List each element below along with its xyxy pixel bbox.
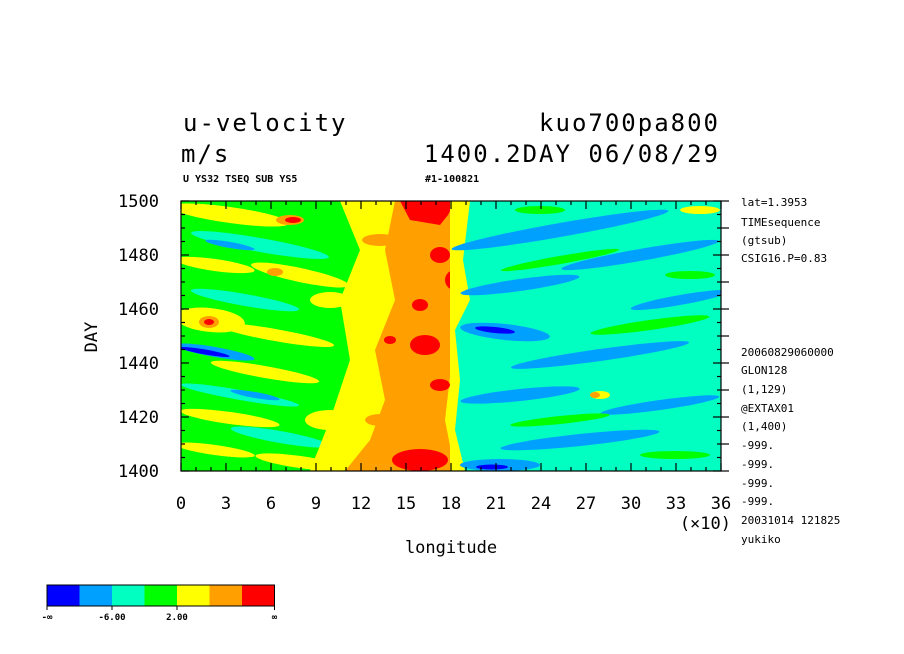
x-tick-label: 21 <box>486 494 506 514</box>
unit-label: m/s <box>181 140 230 168</box>
x-axis-label: longitude <box>405 538 497 558</box>
y-tick-label: 1420 <box>118 408 159 428</box>
colorbar-swatch <box>79 585 112 606</box>
side-info-line: TIMEsequence <box>741 216 820 229</box>
time-stamp: 1400.2DAY 06/08/29 <box>424 140 720 168</box>
subtitle-right: #1-100821 <box>425 174 479 185</box>
side-info-line: (1,129) <box>741 383 787 396</box>
y-tick-label: 1440 <box>118 354 159 374</box>
central-band <box>305 201 470 471</box>
experiment-name: kuo700pa800 <box>539 109 720 137</box>
colorbar-swatch <box>177 585 210 606</box>
x-scale-label: (×10) <box>680 514 731 534</box>
colorbar-swatch <box>242 585 275 606</box>
chart-title: u-velocity <box>183 109 348 137</box>
heatmap-field <box>181 201 721 471</box>
x-tick-label: 15 <box>396 494 416 514</box>
side-info-line: 20060829060000 <box>741 346 834 359</box>
side-info-bottom: 20060829060000 GLON128 (1,129) @EXTAX01 … <box>741 346 840 546</box>
colorbar-label: 2.00 <box>166 613 188 623</box>
side-info-line: @EXTAX01 <box>741 402 794 415</box>
colorbar-swatch <box>112 585 145 606</box>
y-tick-label: 1400 <box>118 462 159 482</box>
side-info-line: 20031014 121825 <box>741 514 840 527</box>
x-tick-label: 30 <box>621 494 641 514</box>
subtitle-left: U YS32 TSEQ SUB YS5 <box>183 174 297 185</box>
side-info-line: lat=1.3953 <box>741 196 807 209</box>
colorbar-swatch <box>47 585 80 606</box>
side-info-line: -999. <box>741 458 774 471</box>
x-tick-label: 24 <box>531 494 551 514</box>
x-tick-label: 27 <box>576 494 596 514</box>
side-info-line: (gtsub) <box>741 234 787 247</box>
colorbar-label: ∞ <box>272 613 278 623</box>
colorbar-swatch <box>209 585 242 606</box>
colorbar-swatch <box>144 585 177 606</box>
side-info-line: -999. <box>741 495 774 508</box>
y-tick-label: 1480 <box>118 246 159 266</box>
side-info-line: -999. <box>741 477 774 490</box>
side-info-line: (1,400) <box>741 420 787 433</box>
y-tick-label: 1460 <box>118 300 159 320</box>
side-info-line: -999. <box>741 439 774 452</box>
x-tick-label: 33 <box>666 494 686 514</box>
side-info-line: CSIG16.P=0.83 <box>741 252 827 265</box>
side-info-line: yukiko <box>741 533 781 546</box>
colorbar-label: -6.00 <box>98 613 125 623</box>
east-bands <box>450 201 721 471</box>
x-tick-label: 9 <box>311 494 321 514</box>
side-info-top: lat=1.3953 TIMEsequence (gtsub) CSIG16.P… <box>741 196 827 265</box>
x-tick-label: 3 <box>221 494 231 514</box>
y-tick-label: 1500 <box>118 192 159 212</box>
side-info-line: GLON128 <box>741 364 787 377</box>
x-tick-label: 36 <box>711 494 731 514</box>
x-tick-label: 18 <box>441 494 461 514</box>
x-tick-label: 12 <box>351 494 371 514</box>
y-axis-label: DAY <box>82 322 102 353</box>
x-tick-label: 6 <box>266 494 276 514</box>
colorbar: -∞ -6.00 2.00 ∞ <box>42 584 278 623</box>
axes: 0 3 6 9 12 15 18 21 24 27 30 33 36140014201440146014… <box>118 192 731 514</box>
colorbar-label: -∞ <box>42 613 53 623</box>
x-tick-label: 0 <box>176 494 186 514</box>
colorbar-frame <box>46 584 275 607</box>
